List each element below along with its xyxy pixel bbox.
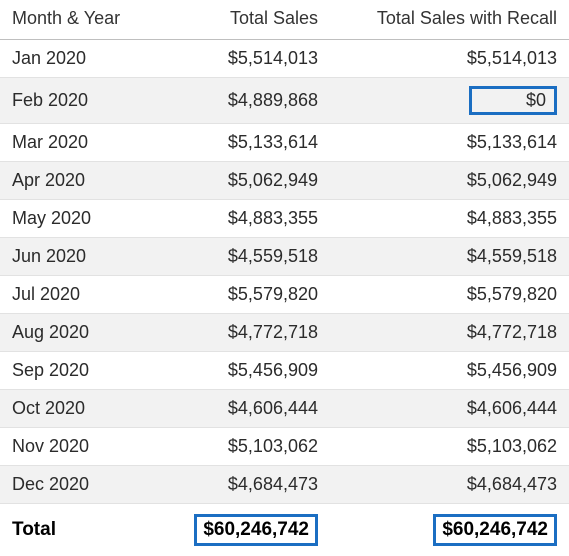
sales-table: Month & Year Total Sales Total Sales wit… [0,0,569,556]
cell-month: Oct 2020 [0,390,160,428]
total-sales-value: $60,246,742 [203,519,309,540]
cell-month: Dec 2020 [0,466,160,504]
cell-month: Mar 2020 [0,124,160,162]
cell-recall: $4,684,473 [330,466,569,504]
table-row: Nov 2020$5,103,062$5,103,062 [0,428,569,466]
table-row: Jul 2020$5,579,820$5,579,820 [0,276,569,314]
cell-recall: $0 [330,78,569,124]
table-total-row: Total $60,246,742 $60,246,742 [0,504,569,556]
cell-recall: $4,772,718 [330,314,569,352]
cell-month: Jul 2020 [0,276,160,314]
table-row: Jun 2020$4,559,518$4,559,518 [0,238,569,276]
col-header-month: Month & Year [0,0,160,40]
table-row: Feb 2020$4,889,868 $0 [0,78,569,124]
cell-sales: $4,889,868 [160,78,330,124]
table-row: Dec 2020$4,684,473$4,684,473 [0,466,569,504]
cell-month: Sep 2020 [0,352,160,390]
cell-month: Jan 2020 [0,40,160,78]
cell-recall: $5,579,820 [330,276,569,314]
cell-recall: $5,062,949 [330,162,569,200]
cell-recall: $5,514,013 [330,40,569,78]
total-recall-value: $60,246,742 [442,519,548,540]
cell-month: Nov 2020 [0,428,160,466]
col-header-sales: Total Sales [160,0,330,40]
cell-recall: $5,133,614 [330,124,569,162]
table-row: Sep 2020$5,456,909$5,456,909 [0,352,569,390]
table-row: Mar 2020$5,133,614$5,133,614 [0,124,569,162]
cell-sales: $4,559,518 [160,238,330,276]
total-recall: $60,246,742 [330,504,569,556]
total-sales: $60,246,742 [160,504,330,556]
cell-recall: $5,456,909 [330,352,569,390]
cell-sales: $4,606,444 [160,390,330,428]
table-header-row: Month & Year Total Sales Total Sales wit… [0,0,569,40]
cell-sales: $5,456,909 [160,352,330,390]
cell-month: Aug 2020 [0,314,160,352]
cell-sales: $5,514,013 [160,40,330,78]
cell-recall: $4,883,355 [330,200,569,238]
total-recall-highlight: $60,246,742 [433,514,557,546]
cell-sales: $5,103,062 [160,428,330,466]
cell-sales: $4,883,355 [160,200,330,238]
cell-month: Feb 2020 [0,78,160,124]
cell-sales: $4,772,718 [160,314,330,352]
table-row: Aug 2020$4,772,718$4,772,718 [0,314,569,352]
table-row: Oct 2020$4,606,444$4,606,444 [0,390,569,428]
table-row: Jan 2020$5,514,013$5,514,013 [0,40,569,78]
cell-sales: $4,684,473 [160,466,330,504]
recall-highlight: $0 [469,86,557,115]
total-label: Total [0,504,160,556]
col-header-recall: Total Sales with Recall [330,0,569,40]
cell-sales: $5,062,949 [160,162,330,200]
table-body: Jan 2020$5,514,013$5,514,013Feb 2020$4,8… [0,40,569,504]
table-row: May 2020$4,883,355$4,883,355 [0,200,569,238]
cell-recall: $5,103,062 [330,428,569,466]
cell-sales: $5,133,614 [160,124,330,162]
cell-recall: $4,606,444 [330,390,569,428]
total-sales-highlight: $60,246,742 [194,514,318,546]
cell-month: May 2020 [0,200,160,238]
cell-recall: $4,559,518 [330,238,569,276]
cell-month: Jun 2020 [0,238,160,276]
table-row: Apr 2020$5,062,949$5,062,949 [0,162,569,200]
cell-month: Apr 2020 [0,162,160,200]
cell-sales: $5,579,820 [160,276,330,314]
